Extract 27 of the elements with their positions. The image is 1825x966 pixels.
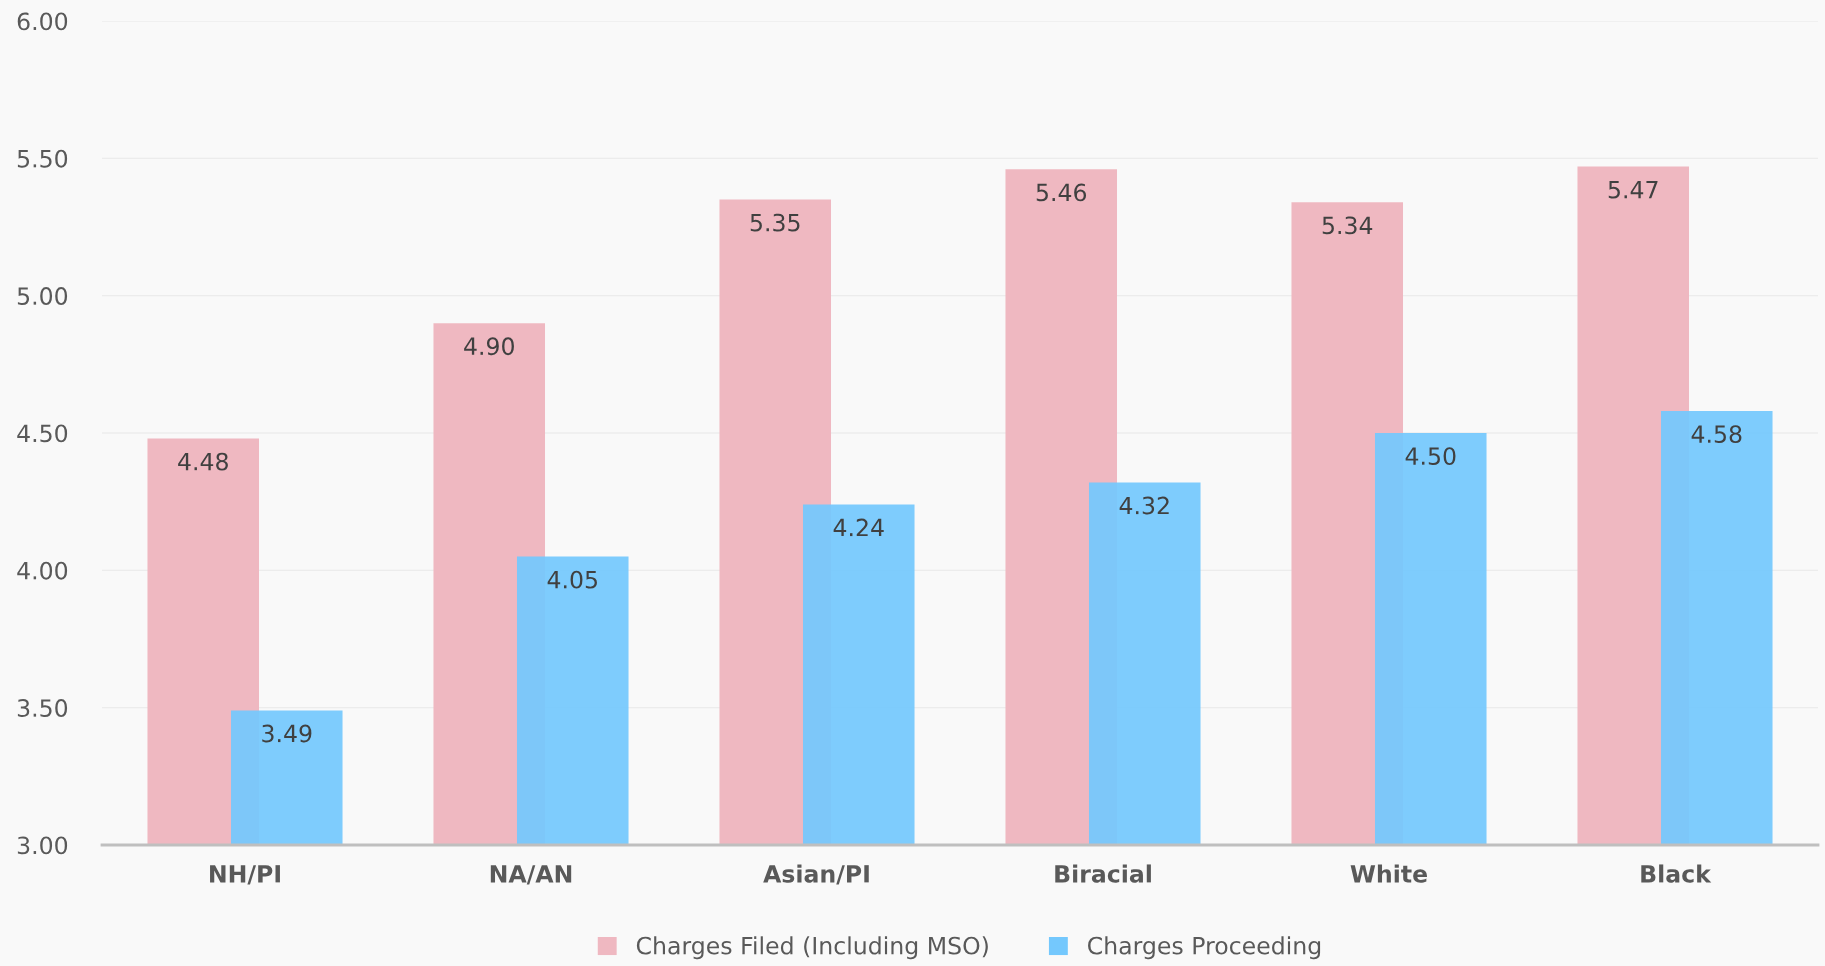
y-tick-label: 6.00: [17, 12, 68, 31]
data-label: 4.50: [1405, 447, 1456, 466]
x-tick-label: Asian/PI: [763, 864, 869, 885]
y-tick-label: 4.00: [17, 561, 68, 580]
x-tick-label: NA/AN: [490, 865, 572, 885]
x-tick-label: White: [1350, 864, 1427, 883]
data-label: 4.90: [464, 337, 514, 356]
data-label: 4.32: [1119, 496, 1169, 515]
x-tick-label: Biracial: [1055, 864, 1151, 883]
y-tick-label: 5.50: [17, 149, 68, 168]
data-label: 5.46: [1036, 183, 1087, 202]
y-tick-label: 3.00: [17, 836, 68, 855]
data-label: 4.05: [547, 570, 597, 589]
y-tick-label: 5.00: [17, 287, 68, 305]
data-label: 4.48: [178, 452, 228, 471]
y-tick-label: 4.50: [17, 424, 68, 443]
data-label: 4.58: [1691, 425, 1742, 444]
y-tick-label: 3.50: [17, 699, 68, 717]
data-label: 5.34: [1322, 216, 1373, 235]
legend-label: Charges Filed (Including MSO): [636, 936, 988, 960]
data-label: 5.35: [750, 213, 800, 232]
data-label: 4.24: [833, 518, 884, 537]
x-tick-label: Black: [1641, 864, 1712, 883]
data-label: 5.47: [1608, 181, 1658, 199]
legend-label: Charges Proceeding: [1088, 936, 1321, 960]
data-label: 3.49: [262, 724, 312, 743]
x-tick-label: NH/PI: [210, 865, 280, 885]
